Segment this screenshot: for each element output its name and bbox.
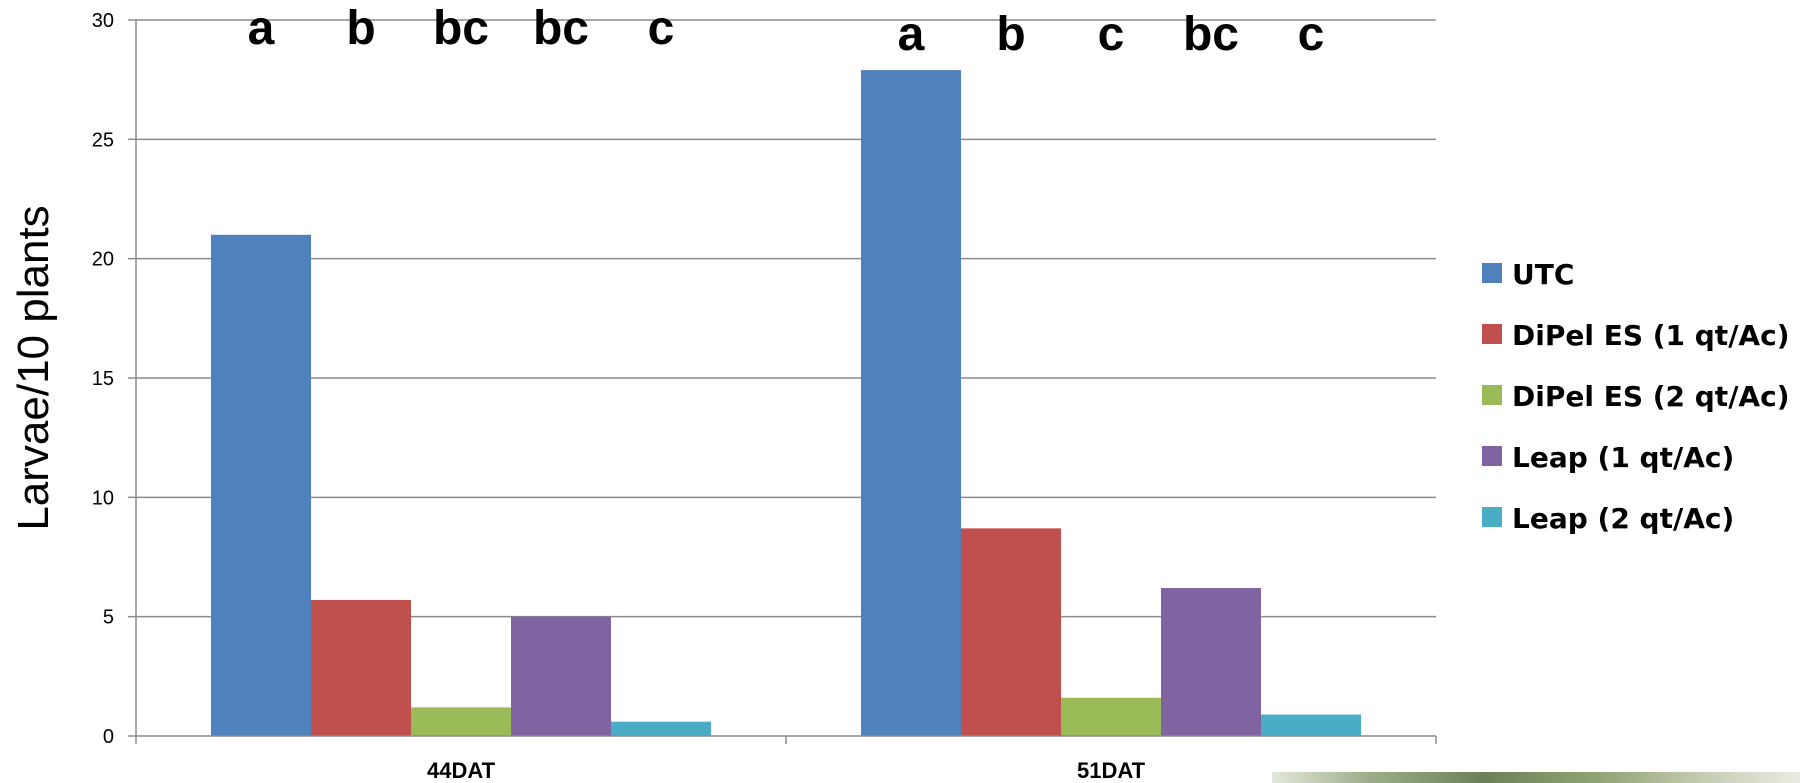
bar — [961, 528, 1061, 736]
y-tick-label: 30 — [92, 10, 114, 32]
legend-swatch — [1482, 446, 1502, 466]
significance-letter: bc — [433, 2, 489, 55]
legend-label: DiPel ES (1 qt/Ac) — [1512, 319, 1789, 352]
y-tick-label: 15 — [92, 368, 114, 390]
gridlines — [136, 19, 1436, 618]
legend: UTC DiPel ES (1 qt/Ac) DiPel ES (2 qt/Ac) L… — [1482, 258, 1789, 535]
leaf-photo — [1272, 772, 1800, 783]
x-category-label: 51DAT — [1077, 758, 1146, 783]
significance-letters: a b bc bc c a b c bc c — [248, 2, 1325, 61]
legend-label: Leap (2 qt/Ac) — [1512, 502, 1734, 535]
bar — [1061, 697, 1161, 736]
legend-label: DiPel ES (2 qt/Ac) — [1512, 380, 1789, 413]
bar — [211, 234, 311, 737]
significance-letter: a — [248, 2, 275, 55]
significance-letter: b — [346, 2, 375, 55]
significance-letter: c — [1098, 8, 1125, 61]
legend-swatch — [1482, 507, 1502, 527]
significance-letter: a — [898, 8, 925, 61]
y-tick-label: 10 — [92, 487, 114, 509]
y-tick-label: 20 — [92, 249, 114, 271]
significance-letter: b — [996, 8, 1025, 61]
y-tick-labels: 0 5 10 15 20 25 30 — [92, 10, 114, 748]
significance-letter: bc — [1183, 8, 1239, 61]
bar — [861, 70, 961, 737]
y-axis-label: Larvae/10 plants — [9, 205, 58, 530]
bars — [211, 70, 1361, 737]
y-tick-label: 0 — [103, 726, 114, 748]
x-category-labels: 44DAT 51DAT — [427, 758, 1146, 783]
significance-letter: bc — [533, 2, 589, 55]
legend-swatch — [1482, 324, 1502, 344]
bar — [511, 616, 611, 736]
bar — [1261, 714, 1361, 736]
bar — [611, 721, 711, 736]
y-tick-label: 25 — [92, 129, 114, 151]
legend-label: Leap (1 qt/Ac) — [1512, 441, 1734, 474]
bar — [311, 599, 411, 736]
significance-letter: c — [1298, 8, 1325, 61]
x-category-label: 44DAT — [427, 758, 496, 783]
legend-label: UTC — [1512, 258, 1574, 291]
legend-swatch — [1482, 385, 1502, 405]
y-tick-label: 5 — [103, 607, 114, 629]
bar — [411, 707, 511, 736]
bar — [1161, 588, 1261, 736]
significance-letter: c — [648, 2, 675, 55]
axes — [128, 19, 1437, 744]
legend-swatch — [1482, 263, 1502, 283]
